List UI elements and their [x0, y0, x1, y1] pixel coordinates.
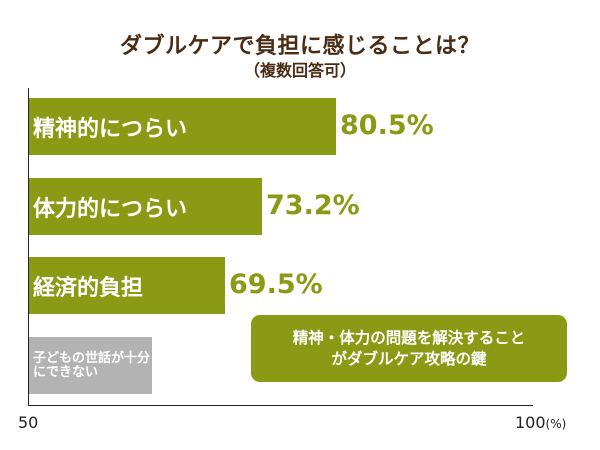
bar-label: 精神的につらい [33, 116, 188, 142]
bar-value: 73.2% [266, 190, 360, 221]
chart-title: ダブルケアで負担に感じることは？ [119, 34, 480, 59]
x-axis-line [28, 405, 533, 406]
annotation-callout: 精神・体力の問題を解決すること がダブルケア攻略の鍵 [251, 315, 567, 382]
bar-physical: 体力的につらい [29, 178, 262, 235]
x-tick-min: 50 [18, 413, 38, 432]
x-tick-max: 100(%) [515, 413, 566, 432]
x-tick-min-label: 50 [18, 413, 39, 432]
bar-value: 69.5% [229, 269, 323, 300]
bar-value: 80.5% [340, 110, 434, 141]
bar-label: 体力的につらい [33, 196, 188, 222]
bar-label: 経済的負担 [33, 275, 144, 301]
y-axis-line [28, 88, 29, 406]
callout-line-1: 精神・体力の問題を解決すること [292, 328, 526, 347]
callout-line-2: がダブルケア攻略の鍵 [331, 349, 487, 368]
x-tick-max-label: 100 [515, 413, 546, 432]
x-axis-unit: (%) [545, 417, 567, 431]
bar-mental: 精神的につらい [29, 98, 336, 155]
chart-subtitle: （複数回答可） [243, 61, 356, 80]
bar-financial: 経済的負担 [29, 257, 225, 314]
bar-childcare: 子どもの世話が十分にできない [29, 337, 152, 394]
bar-label: 子どもの世話が十分にできない [33, 350, 151, 380]
